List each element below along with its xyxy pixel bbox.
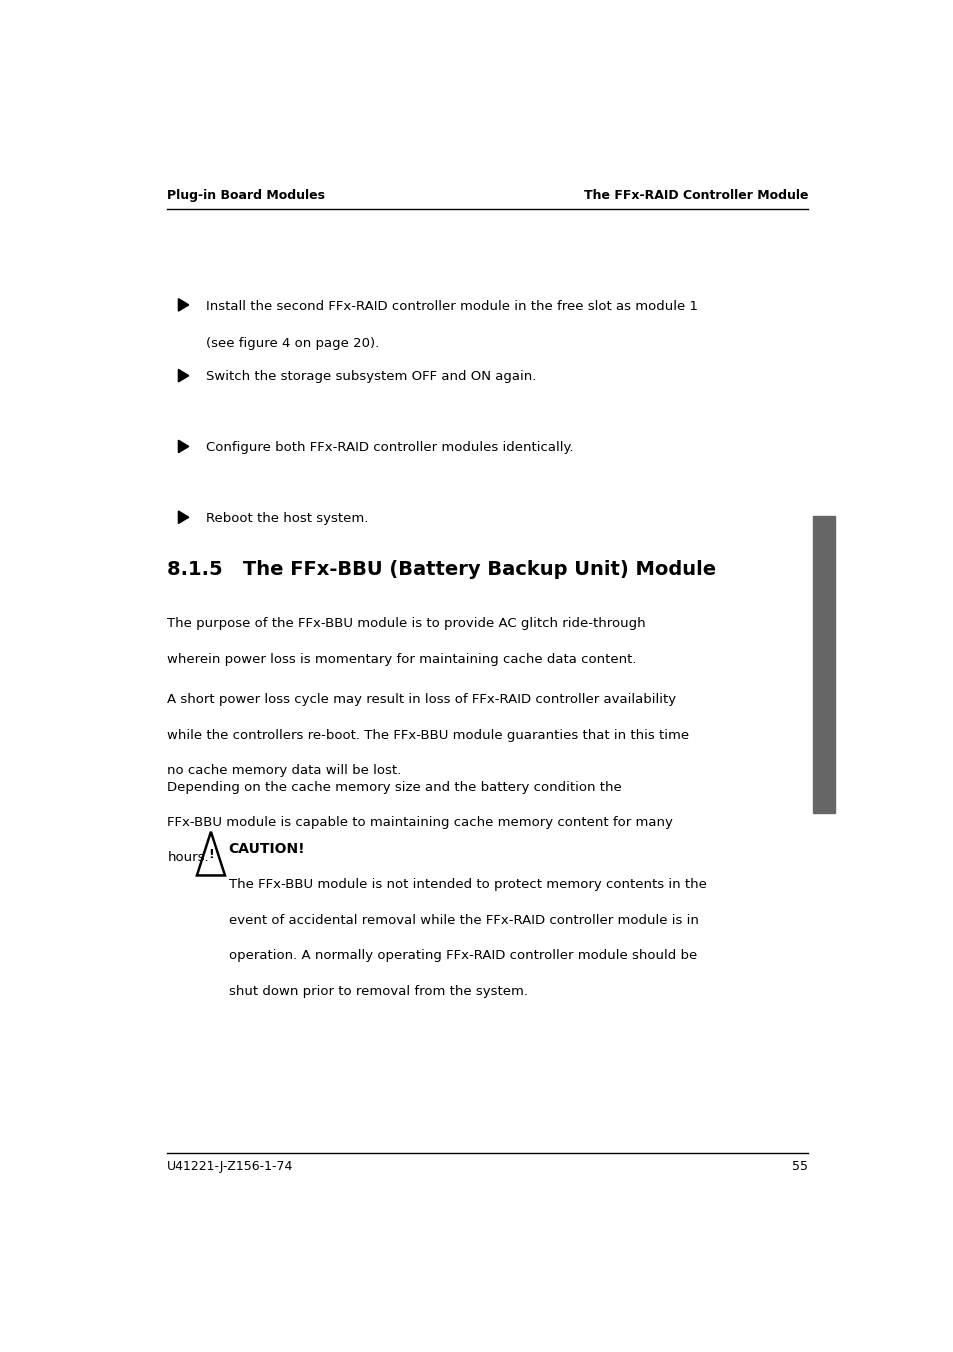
Polygon shape — [178, 299, 189, 311]
Text: Install the second FFx-RAID controller module in the free slot as module 1: Install the second FFx-RAID controller m… — [206, 300, 698, 312]
Text: shut down prior to removal from the system.: shut down prior to removal from the syst… — [229, 984, 527, 998]
Text: 8.1.5   The FFx-BBU (Battery Backup Unit) Module: 8.1.5 The FFx-BBU (Battery Backup Unit) … — [167, 560, 716, 579]
Bar — [812, 516, 834, 813]
Text: Reboot the host system.: Reboot the host system. — [206, 512, 369, 525]
Text: Depending on the cache memory size and the battery condition the: Depending on the cache memory size and t… — [167, 780, 621, 794]
Text: A short power loss cycle may result in loss of FFx-RAID controller availability: A short power loss cycle may result in l… — [167, 694, 676, 706]
Polygon shape — [178, 511, 189, 523]
Text: U41221-J-Z156-1-74: U41221-J-Z156-1-74 — [167, 1160, 294, 1172]
Text: (see figure 4 on page 20).: (see figure 4 on page 20). — [206, 337, 379, 350]
Text: wherein power loss is momentary for maintaining cache data content.: wherein power loss is momentary for main… — [167, 653, 637, 665]
Text: Configure both FFx-RAID controller modules identically.: Configure both FFx-RAID controller modul… — [206, 441, 574, 454]
Text: no cache memory data will be lost.: no cache memory data will be lost. — [167, 764, 401, 777]
Polygon shape — [178, 441, 189, 453]
Text: 55: 55 — [792, 1160, 807, 1172]
Text: hours.: hours. — [167, 852, 209, 864]
Text: while the controllers re-boot. The FFx-BBU module guaranties that in this time: while the controllers re-boot. The FFx-B… — [167, 729, 689, 741]
Polygon shape — [178, 369, 189, 381]
Text: The FFx-BBU module is not intended to protect memory contents in the: The FFx-BBU module is not intended to pr… — [229, 879, 706, 891]
Text: Plug-in Board Modules: Plug-in Board Modules — [167, 189, 325, 203]
Text: !: ! — [208, 849, 213, 861]
Text: event of accidental removal while the FFx-RAID controller module is in: event of accidental removal while the FF… — [229, 914, 698, 927]
Text: Switch the storage subsystem OFF and ON again.: Switch the storage subsystem OFF and ON … — [206, 370, 537, 384]
Text: The FFx-RAID Controller Module: The FFx-RAID Controller Module — [583, 189, 807, 203]
Text: The purpose of the FFx-BBU module is to provide AC glitch ride-through: The purpose of the FFx-BBU module is to … — [167, 617, 645, 630]
Text: operation. A normally operating FFx-RAID controller module should be: operation. A normally operating FFx-RAID… — [229, 949, 697, 963]
Text: FFx-BBU module is capable to maintaining cache memory content for many: FFx-BBU module is capable to maintaining… — [167, 817, 673, 829]
Text: CAUTION!: CAUTION! — [229, 842, 305, 856]
